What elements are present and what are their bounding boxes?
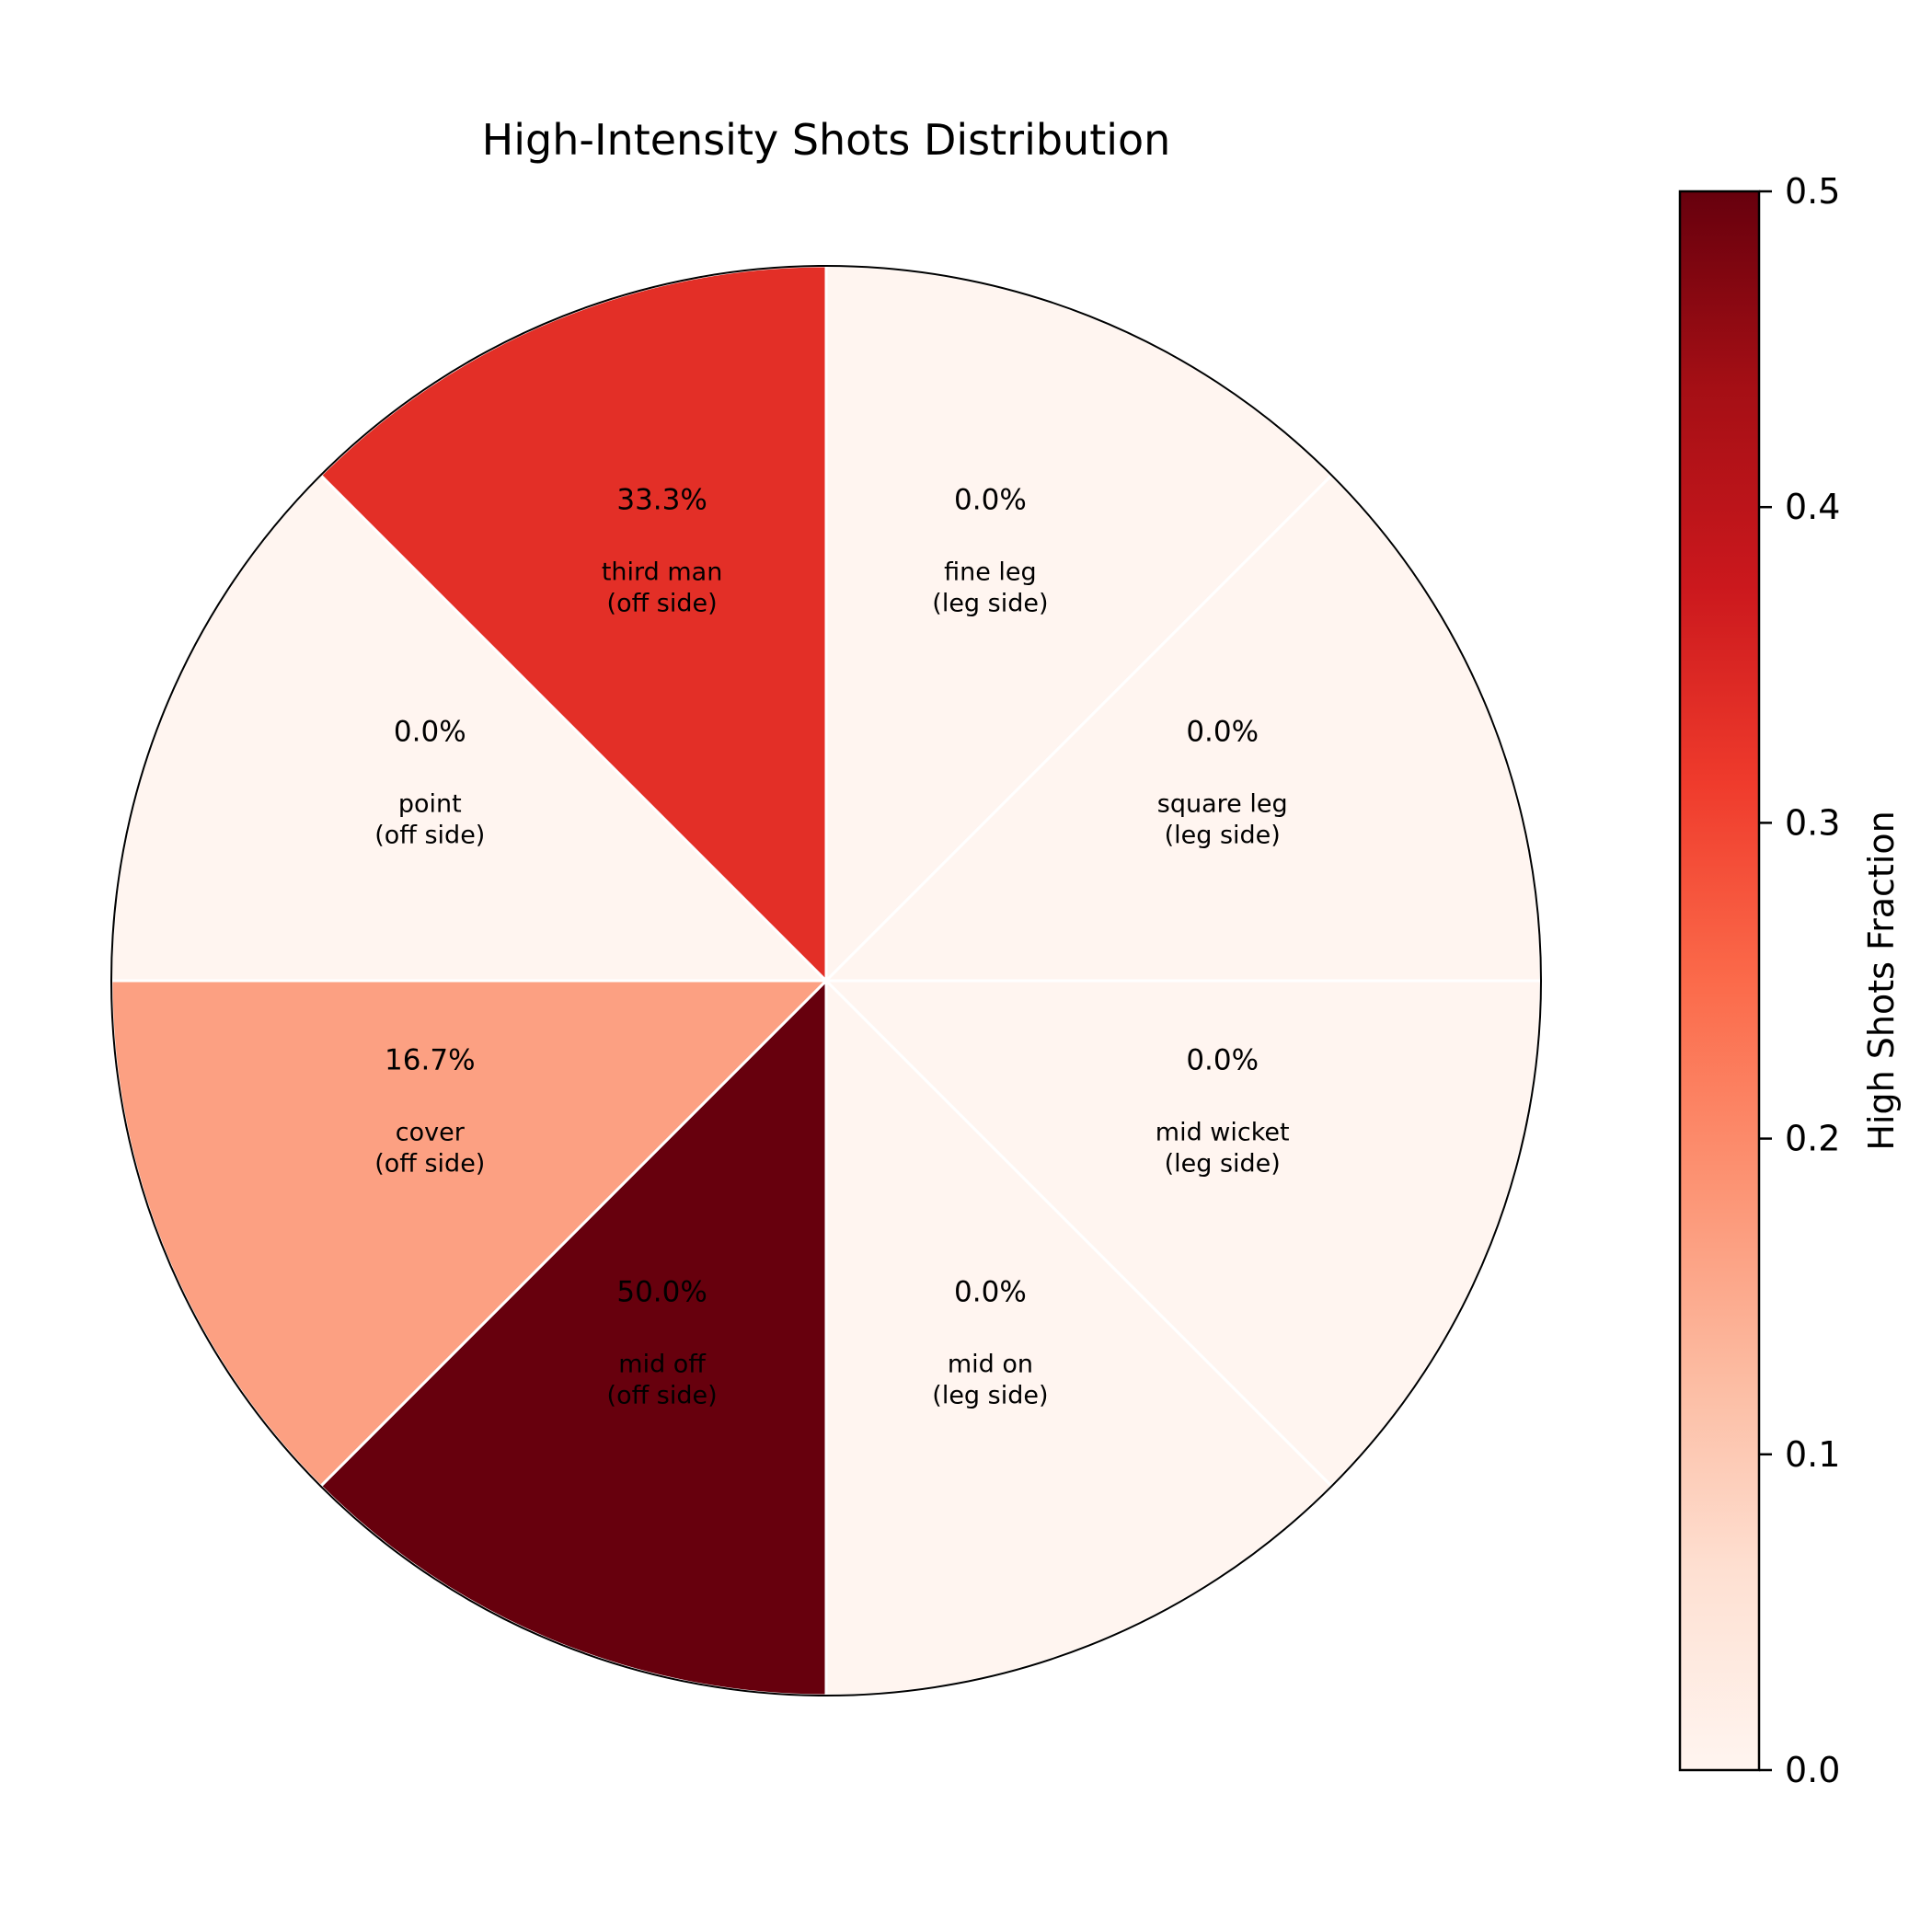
pie-outline [110,265,1542,1696]
pie-slice-pct-label: 0.0% [954,1276,1027,1309]
pie-slice-side-label: (off side) [374,1149,485,1178]
pie-slice-pct-label: 0.0% [954,483,1027,516]
pie-slice-pct-label: 50.0% [616,1276,707,1309]
pie: 0.0% fine leg (leg side) 0.0% square leg (leg… [109,264,1543,1697]
pie-slice-pct-label: 0.0% [1186,716,1259,749]
colorbar-gradient [1678,190,1761,1772]
pie-slice-name-label: mid on [948,1351,1033,1379]
pie-slice-side-label: (leg side) [1165,822,1281,850]
colorbar: 0.0 0.1 0.2 0.3 0.4 0.5 High Shots Fraction [1678,171,1902,1790]
pie-slice-name-label: square leg [1157,790,1288,819]
pie-slice-pct-label: 33.3% [616,483,707,516]
colorbar-tick-label: 0.5 [1785,171,1840,212]
pie-slice-side-label: (leg side) [932,1382,1048,1410]
pie-slice-name-label: cover [396,1118,466,1146]
pie-slice-name-label: mid off [618,1351,707,1379]
colorbar-tick-label: 0.0 [1785,1750,1840,1790]
pie-slice-pct-label: 0.0% [394,716,466,749]
colorbar-ticks: 0.0 0.1 0.2 0.3 0.4 0.5 [1759,171,1840,1790]
pie-slice-side-label: (leg side) [1165,1149,1281,1178]
pie-slice-pct-label: 0.0% [1186,1043,1259,1076]
pie-slice-name-label: point [398,790,462,819]
pie-slice-name-label: mid wicket [1156,1118,1290,1146]
chart-title: High-Intensity Shots Distribution [482,115,1171,165]
pie-slice-name-label: third man [602,558,723,586]
colorbar-tick-label: 0.4 [1785,487,1840,527]
pie-slice-side-label: (off side) [607,1382,718,1410]
colorbar-tick-label: 0.3 [1785,802,1840,843]
pie-slice-pct-label: 16.7% [385,1043,475,1076]
pie-slice-side-label: (off side) [607,589,718,617]
pie-slice-side-label: (leg side) [932,589,1048,617]
colorbar-tick-label: 0.1 [1785,1434,1840,1475]
pie-slice-side-label: (off side) [374,822,485,850]
colorbar-tick-label: 0.2 [1785,1119,1840,1159]
colorbar-label: High Shots Fraction [1861,811,1902,1150]
pie-slice-name-label: fine leg [944,558,1037,586]
